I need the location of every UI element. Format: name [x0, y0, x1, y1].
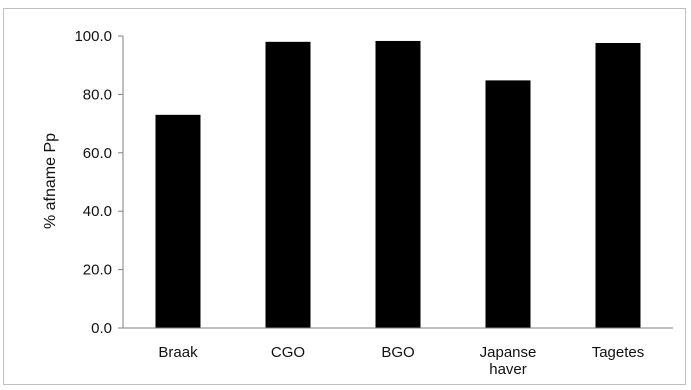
x-category-label: CGO	[271, 344, 305, 361]
x-category-label: Japanse	[480, 344, 537, 361]
y-tick-label: 100.0	[74, 28, 112, 45]
bar	[485, 80, 531, 328]
x-category-label: Braak	[158, 344, 198, 361]
y-tick-label: 80.0	[83, 86, 112, 103]
bar	[375, 40, 421, 329]
y-axis-title: % afname Pp	[42, 133, 59, 229]
y-tick-label: 40.0	[83, 203, 112, 220]
x-category-label: haver	[489, 361, 527, 378]
bars	[155, 40, 641, 329]
bar	[265, 41, 311, 329]
chart-frame	[3, 8, 686, 385]
bar	[595, 43, 641, 329]
y-tick-label: 0.0	[91, 320, 112, 337]
x-category-label: BGO	[381, 344, 414, 361]
y-axis-title-group: % afname Pp	[42, 133, 59, 229]
x-category-label: Tagetes	[592, 344, 645, 361]
y-ticks: 0.0 20.0 40.0 60.0 80.0 100.0	[74, 28, 123, 337]
axes	[122, 36, 673, 329]
y-tick-label: 20.0	[83, 262, 112, 279]
y-tick-label: 60.0	[83, 145, 112, 162]
bar	[155, 114, 201, 328]
